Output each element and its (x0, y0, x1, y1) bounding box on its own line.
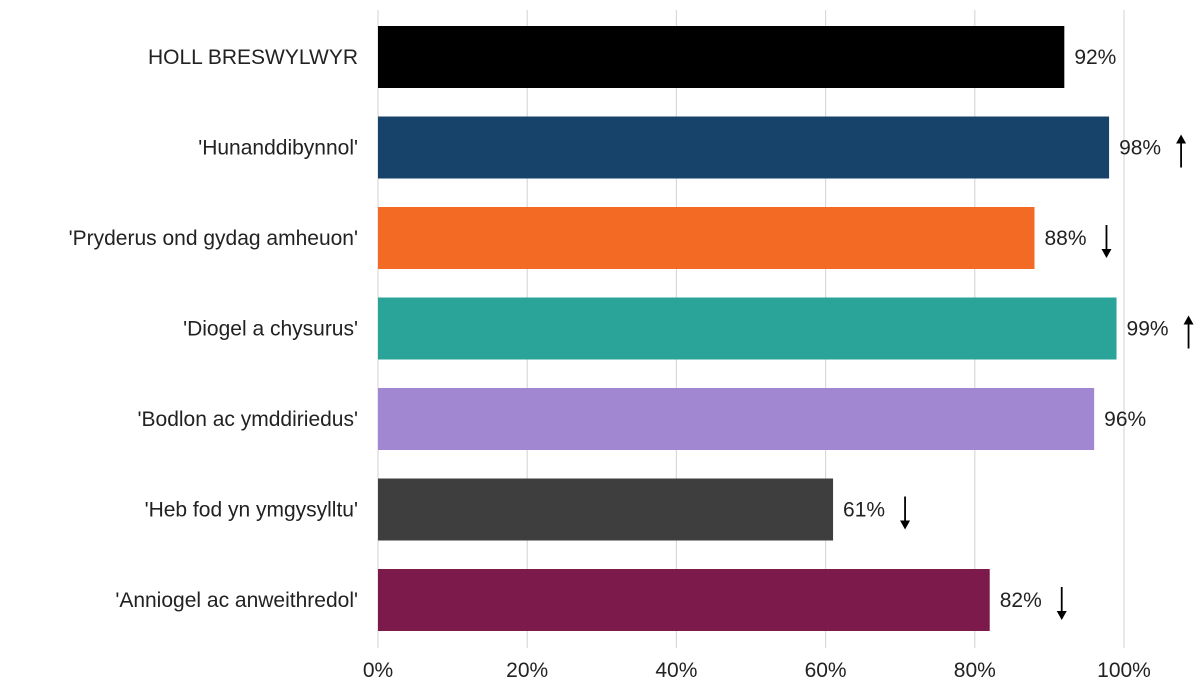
bar (378, 207, 1035, 269)
value-label: 82% (1000, 589, 1042, 612)
trend-arrows (900, 134, 1194, 620)
category-labels: HOLL BRESWYLWYR 'Hunanddibynnol' 'Pryderus… (69, 46, 358, 612)
category-label: HOLL BRESWYLWYR (148, 46, 358, 69)
arrow-up-icon (1183, 315, 1194, 349)
x-tick-label: 20% (506, 659, 548, 682)
value-label: 99% (1127, 318, 1169, 341)
category-label: 'Diogel a chysurus' (183, 318, 358, 341)
category-label: 'Pryderus ond gydag amheuon' (69, 227, 358, 250)
value-label: 96% (1104, 408, 1146, 431)
category-label: 'Bodlon ac ymddiriedus' (138, 408, 358, 431)
bar (378, 388, 1095, 450)
value-labels: 92% 98% 88% 99% 96% 61% 82% (843, 46, 1169, 612)
category-label: 'Hunanddibynnol' (198, 137, 358, 160)
value-label: 92% (1074, 46, 1116, 69)
arrow-up-icon (1176, 134, 1187, 168)
bar (378, 297, 1117, 360)
x-tick-label: 80% (954, 659, 996, 682)
arrow-down-icon (900, 496, 911, 530)
bar (378, 116, 1110, 179)
bar (378, 478, 834, 541)
x-axis-ticks: 0% 20% 40% 60% 80% 100% (363, 659, 1151, 682)
bars (378, 26, 1117, 631)
value-label: 61% (843, 499, 885, 522)
arrow-down-icon (1056, 587, 1067, 620)
x-tick-label: 40% (655, 659, 697, 682)
bar (378, 569, 990, 631)
bar (378, 26, 1065, 88)
x-tick-label: 60% (805, 659, 847, 682)
category-label: 'Anniogel ac anweithredol' (115, 589, 358, 612)
category-label: 'Heb fod yn ymgysylltu' (145, 499, 358, 522)
x-tick-label: 0% (363, 659, 393, 682)
value-label: 88% (1044, 227, 1086, 250)
x-tick-label: 100% (1097, 659, 1151, 682)
value-label: 98% (1119, 137, 1161, 160)
arrow-down-icon (1101, 225, 1112, 258)
